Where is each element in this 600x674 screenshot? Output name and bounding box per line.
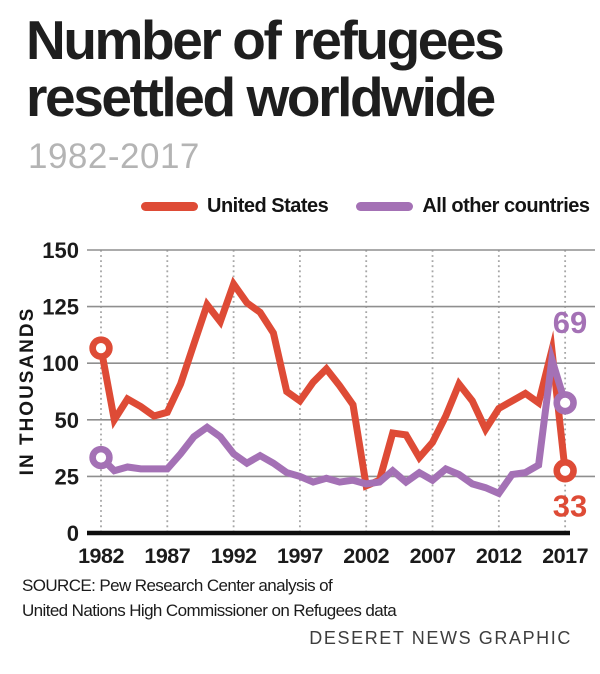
x-tick-label: 1987 — [144, 544, 190, 568]
all-other-countries-line — [98, 342, 569, 498]
page-title: Number of refugees resettled worldwide — [26, 9, 505, 128]
end-value-label: 69 — [553, 305, 587, 340]
series-endpoint-marker — [553, 391, 577, 415]
title-line-2: resettled worldwide — [26, 66, 496, 128]
united-states-line — [97, 276, 569, 491]
x-tick-label: 2017 — [542, 544, 588, 568]
legend-label: United States — [207, 195, 329, 217]
legend: United States All other countries — [141, 195, 590, 218]
y-tick-label: 150 — [42, 238, 79, 263]
credit-text: DESERET NEWS GRAPHIC — [309, 628, 572, 648]
title-line-1: Number of refugees — [26, 9, 505, 71]
x-tick-label: 2002 — [343, 544, 389, 568]
legend-item-united-states: United States — [141, 195, 329, 218]
x-tick-label: 1992 — [211, 544, 257, 568]
end-value-label: 33 — [553, 489, 587, 524]
y-tick-label: 50 — [55, 408, 79, 433]
legend-swatch — [141, 202, 198, 211]
x-tick-label: 2012 — [476, 544, 522, 568]
x-tick-label: 1997 — [277, 544, 323, 568]
y-tick-label: 25 — [55, 464, 79, 489]
legend-swatch — [356, 202, 414, 211]
series-endpoint-marker — [89, 336, 113, 360]
legend-label: All other countries — [422, 195, 590, 217]
y-tick-label: 125 — [42, 295, 79, 320]
source-text-line-2: United Nations High Commissioner on Refu… — [22, 601, 397, 620]
x-tick-label: 2007 — [410, 544, 456, 568]
subtitle-years: 1982-2017 — [28, 137, 200, 176]
series-endpoint-marker — [553, 459, 577, 483]
legend-item-all-other-countries: All other countries — [356, 195, 590, 218]
x-tick-label: 1982 — [78, 544, 124, 568]
source-text-line-1: SOURCE: Pew Research Center analysis of — [22, 576, 333, 595]
y-tick-label: 100 — [42, 351, 79, 376]
series-endpoint-marker — [89, 445, 113, 470]
y-tick-label: 0 — [67, 521, 79, 546]
